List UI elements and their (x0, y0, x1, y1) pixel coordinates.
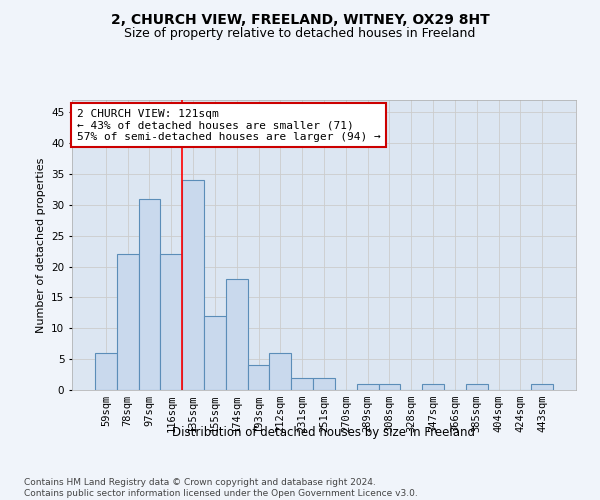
Bar (204, 316, 226, 390)
Bar (117, 254, 139, 390)
Bar (357, 384, 379, 390)
Bar (226, 279, 248, 390)
Text: Distribution of detached houses by size in Freeland: Distribution of detached houses by size … (173, 426, 476, 439)
Y-axis label: Number of detached properties: Number of detached properties (35, 158, 46, 332)
Bar (466, 384, 488, 390)
Bar (248, 366, 269, 390)
Bar (95, 353, 117, 390)
Bar (313, 378, 335, 390)
Bar (422, 384, 444, 390)
Bar (531, 384, 553, 390)
Bar (269, 353, 291, 390)
Bar (379, 384, 400, 390)
Bar (182, 180, 204, 390)
Bar (139, 198, 160, 390)
Text: 2, CHURCH VIEW, FREELAND, WITNEY, OX29 8HT: 2, CHURCH VIEW, FREELAND, WITNEY, OX29 8… (110, 12, 490, 26)
Text: Size of property relative to detached houses in Freeland: Size of property relative to detached ho… (124, 28, 476, 40)
Text: Contains HM Land Registry data © Crown copyright and database right 2024.
Contai: Contains HM Land Registry data © Crown c… (24, 478, 418, 498)
Bar (291, 378, 313, 390)
Text: 2 CHURCH VIEW: 121sqm
← 43% of detached houses are smaller (71)
57% of semi-deta: 2 CHURCH VIEW: 121sqm ← 43% of detached … (77, 108, 381, 142)
Bar (160, 254, 182, 390)
